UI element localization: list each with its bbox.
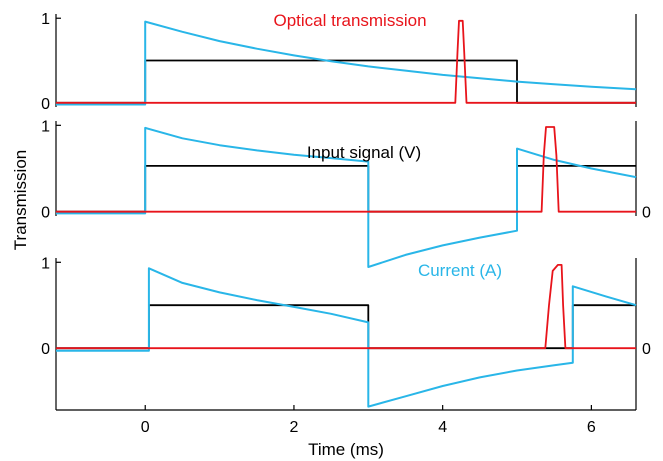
left-tick-label: 1 — [41, 11, 50, 28]
left-tick-label: 0 — [41, 205, 50, 222]
annotation-current: Current (A) — [418, 261, 502, 280]
left-tick-label: 0 — [41, 96, 50, 113]
series-line-optical-transmission — [56, 126, 636, 213]
x-tick-label: 4 — [438, 419, 447, 436]
left-tick-label: 0 — [41, 341, 50, 358]
panel-1: 016Optical transmission — [41, 11, 637, 113]
series-line-input-signal — [56, 164, 636, 213]
series-line-optical-transmission — [56, 19, 636, 104]
series-line-current — [56, 20, 637, 106]
series-line-current — [56, 126, 637, 268]
panels: 016Optical transmission0106Input signal … — [41, 11, 651, 410]
x-tick-label: 0 — [141, 419, 150, 436]
series-line-current — [56, 267, 637, 408]
annotation-optical-transmission: Optical transmission — [273, 11, 426, 30]
panel-3: 0106Current (A) — [41, 255, 651, 410]
y-axis-title: Transmission — [11, 150, 30, 250]
left-tick-label: 1 — [41, 255, 50, 272]
x-axis-title: Time (ms) — [308, 440, 384, 459]
x-axis: 0 2 4 6 — [56, 405, 636, 436]
x-tick-label: 2 — [289, 419, 298, 436]
series-line-optical-transmission — [56, 263, 636, 350]
right-tick-label: 0 — [642, 341, 651, 358]
panel-2: 0106Input signal (V) — [41, 118, 651, 268]
series-line-input-signal — [56, 59, 636, 104]
annotation-input-signal: Input signal (V) — [307, 143, 421, 162]
right-tick-label: 0 — [642, 205, 651, 222]
x-tick-label: 6 — [587, 419, 596, 436]
left-tick-label: 1 — [41, 118, 50, 135]
